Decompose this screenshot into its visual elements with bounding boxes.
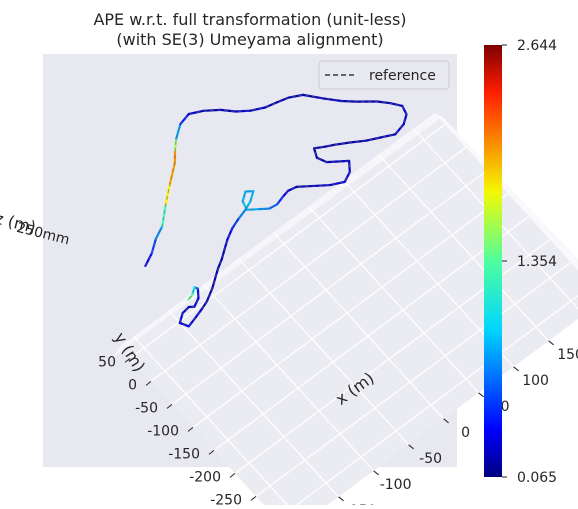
x-tick-label: -100 [380,477,412,493]
legend-reference-label: reference [369,68,436,84]
colorbar: 2.644 1.354 0.065 [484,38,557,486]
y-tick-label: -100 [147,423,179,439]
y-tick-mark [251,496,256,500]
x-tick-label: 0 [461,425,470,441]
y-tick-label: -150 [168,446,200,462]
x-tick-mark [514,367,519,371]
chart-title-line1: APE w.r.t. full transformation (unit-les… [93,10,406,29]
y-tick-mark [230,473,235,477]
y-tick-label: -50 [135,400,158,416]
colorbar-label-mid: 1.354 [517,254,557,270]
legend: reference [319,61,449,89]
y-tick-label: -200 [189,469,221,485]
x-tick-label: -50 [419,451,442,467]
chart-title-line2: (with SE(3) Umeyama alignment) [116,30,383,49]
y-tick-label: 0 [128,377,137,393]
x-tick-label: 100 [522,373,549,389]
y-tick-label: -250 [210,492,242,505]
x-tick-label: 150 [557,347,578,363]
x-tick-mark [479,393,484,397]
colorbar-label-min: 0.065 [517,470,557,486]
x-tick-mark [549,341,554,345]
x-tick-mark [374,471,379,475]
colorbar-label-max: 2.644 [517,38,557,54]
y-tick-label: 50 [98,354,116,370]
x-tick-mark [339,497,344,501]
colorbar-gradient [484,45,502,477]
